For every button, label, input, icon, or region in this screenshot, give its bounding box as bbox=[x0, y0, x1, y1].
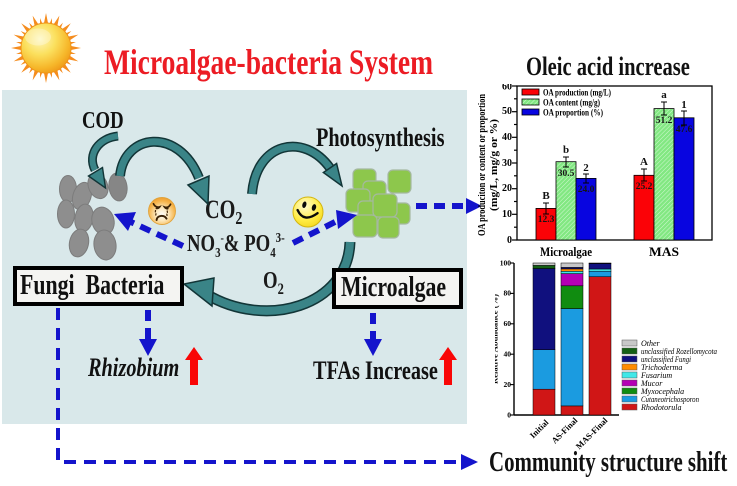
svg-text:Microalgae: Microalgae bbox=[540, 244, 592, 259]
svg-text:MAS-Final: MAS-Final bbox=[574, 415, 610, 451]
svg-text:30: 30 bbox=[502, 158, 512, 169]
svg-text:Myxocephala: Myxocephala bbox=[640, 387, 684, 396]
svg-text:12.3: 12.3 bbox=[538, 215, 555, 225]
svg-text:Other: Other bbox=[641, 339, 661, 348]
svg-text:OA proportion (%): OA proportion (%) bbox=[543, 108, 603, 118]
svg-text:20: 20 bbox=[502, 183, 512, 194]
svg-text:MAS: MAS bbox=[649, 244, 679, 259]
svg-text:2: 2 bbox=[583, 162, 589, 174]
svg-text:30.5: 30.5 bbox=[558, 169, 575, 179]
svg-text:OA production (mg/L): OA production (mg/L) bbox=[543, 88, 611, 98]
svg-text:Relative Abundance (%): Relative Abundance (%) bbox=[495, 294, 500, 384]
svg-text:80: 80 bbox=[504, 289, 512, 298]
svg-text:OA produciton or content or p: OA produciton or content or proportion bbox=[478, 94, 488, 236]
svg-text:0: 0 bbox=[507, 235, 512, 246]
svg-text:AS-Final: AS-Final bbox=[549, 415, 580, 446]
svg-text:100: 100 bbox=[500, 259, 512, 268]
svg-text:60: 60 bbox=[502, 84, 512, 93]
svg-text:a: a bbox=[661, 89, 667, 101]
svg-text:Cutaneotrichosporon: Cutaneotrichosporon bbox=[641, 395, 699, 404]
svg-text:(mg/L, mg/g or %): (mg/L, mg/g or %) bbox=[488, 119, 500, 211]
svg-text:51.2: 51.2 bbox=[656, 116, 673, 126]
svg-text:10: 10 bbox=[502, 209, 512, 220]
svg-text:Initial: Initial bbox=[528, 417, 551, 440]
svg-text:A: A bbox=[640, 156, 648, 168]
svg-text:Fusarium: Fusarium bbox=[640, 371, 672, 380]
svg-text:40: 40 bbox=[502, 132, 512, 143]
svg-text:b: b bbox=[563, 144, 569, 156]
svg-text:25.2: 25.2 bbox=[636, 182, 653, 192]
svg-text:20: 20 bbox=[504, 380, 512, 389]
svg-text:24.0: 24.0 bbox=[578, 185, 595, 195]
svg-text:60: 60 bbox=[504, 319, 512, 328]
svg-text:50: 50 bbox=[502, 106, 512, 117]
svg-text:40: 40 bbox=[504, 350, 512, 359]
svg-text:Trichoderma: Trichoderma bbox=[641, 363, 682, 372]
svg-text:B: B bbox=[542, 190, 550, 202]
svg-text:unclassified Fungi: unclassified Fungi bbox=[641, 355, 691, 364]
svg-text:47.6: 47.6 bbox=[676, 125, 693, 135]
svg-text:1: 1 bbox=[681, 99, 687, 111]
svg-text:Mucor: Mucor bbox=[640, 379, 663, 388]
svg-text:0: 0 bbox=[507, 411, 511, 420]
svg-text:unclassified Rozellomycota: unclassified Rozellomycota bbox=[641, 347, 717, 356]
svg-text:OA content (mg/g): OA content (mg/g) bbox=[543, 98, 600, 108]
svg-text:Rhodotorula: Rhodotorula bbox=[640, 403, 681, 412]
